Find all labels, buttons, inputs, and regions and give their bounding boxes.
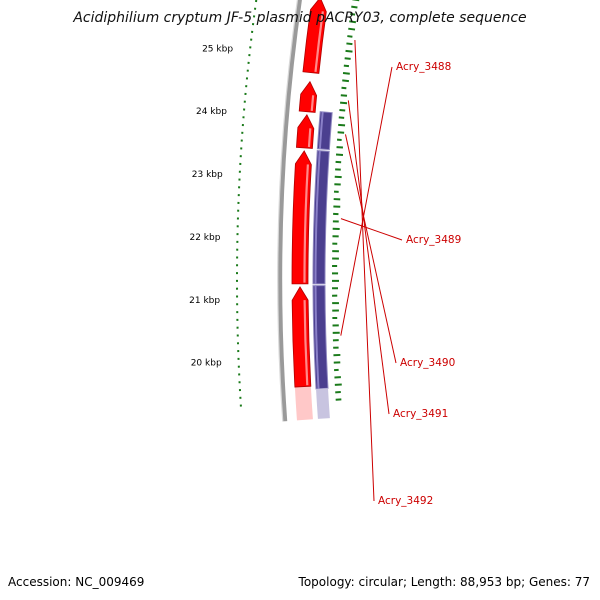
tick-label: 21 kbp — [189, 296, 220, 306]
tick-mark-outer — [338, 123, 346, 127]
gene-highlight — [307, 128, 312, 148]
footer-background — [0, 572, 600, 600]
tick-label: 25 kbp — [202, 45, 233, 55]
cog-segment-highlight — [318, 111, 324, 150]
gene-highlight — [310, 95, 315, 112]
tick-mark-outer — [347, 35, 353, 38]
gene-label: Acry_3492 — [378, 495, 433, 507]
tick-mark-outer — [342, 72, 350, 75]
cog-segment-highlight — [314, 150, 321, 284]
label-leader — [354, 39, 375, 502]
gene-arrow — [296, 113, 315, 149]
tick-mark-outer — [340, 101, 348, 105]
tick-mark-outer — [343, 64, 350, 68]
backbone-track — [277, 0, 303, 422]
gene-highlight — [303, 300, 309, 386]
tick-label: 20 kbp — [191, 359, 222, 369]
gene-arrow — [291, 286, 312, 388]
tick-label: 24 kbp — [196, 107, 227, 117]
label-leader — [340, 218, 403, 241]
label-leader — [347, 100, 390, 415]
gene-labels: Acry_3488 Acry_3489 Acry_3490 Acry_3491 Acry… — [340, 39, 461, 507]
tick-mark-outer — [342, 79, 349, 83]
tick-mark-outer — [351, 5, 358, 9]
gene-fade — [294, 386, 313, 421]
backbone-highlight — [277, 0, 299, 422]
gene-label: Acry_3489 — [406, 234, 461, 246]
tick-mark-outer — [339, 109, 346, 112]
backbone-arc — [277, 0, 303, 422]
map-title: Acidiphilium cryptum JF-5 plasmid pACRY0… — [72, 10, 526, 26]
cog-track — [312, 111, 333, 419]
summary-text: Topology: circular; Length: 88,953 bp; G… — [298, 575, 590, 589]
tick-mark-outer — [344, 57, 351, 60]
tick-mark-outer — [348, 27, 356, 31]
accession-text: Accession: NC_009469 — [8, 575, 144, 589]
gene-label: Acry_3490 — [400, 357, 455, 369]
cog-fade — [316, 388, 330, 419]
tick-mark-outer — [350, 12, 356, 16]
label-leader — [344, 134, 397, 364]
tick-mark-outer — [345, 49, 353, 53]
gene-arrow — [302, 0, 327, 74]
tick-label: 23 kbp — [192, 170, 223, 180]
gene-highlight — [314, 11, 324, 72]
tick-mark-outer — [340, 94, 348, 97]
gene-track — [291, 0, 327, 421]
gene-highlight — [303, 164, 309, 283]
gene-label: Acry_3488 — [396, 61, 451, 73]
label-leader — [340, 66, 393, 336]
gene-label: Acry_3491 — [393, 408, 448, 420]
cog-segment-highlight — [314, 285, 320, 389]
tick-mark-outer — [349, 20, 357, 24]
tick-label: 22 kbp — [189, 233, 220, 243]
tick-mark-outer — [346, 42, 353, 46]
